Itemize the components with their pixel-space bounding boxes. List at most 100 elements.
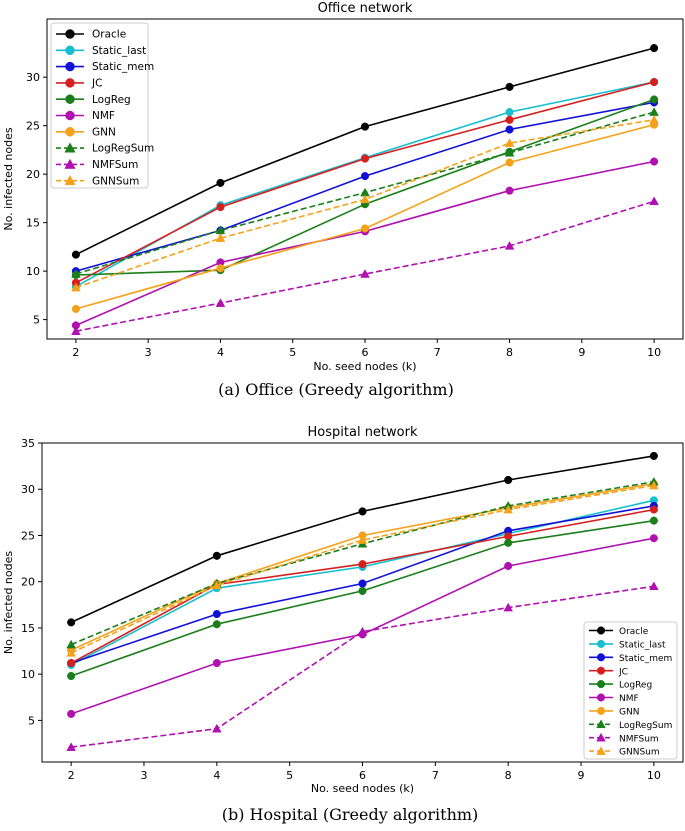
series-oracle — [71, 44, 659, 259]
series-nmfsum — [66, 581, 659, 751]
y-tick-label: 10 — [26, 265, 40, 278]
data-point-logregsum — [504, 147, 515, 157]
data-point-oracle — [71, 250, 80, 259]
data-point-gnnsum — [66, 648, 76, 657]
data-point-gnnsum — [212, 580, 222, 590]
x-tick-label: 9 — [578, 346, 585, 359]
data-point-nmf — [212, 659, 221, 668]
data-point-gnnsum — [503, 504, 513, 514]
series-line-static-last — [75, 81, 655, 288]
data-point-logreg — [649, 516, 658, 525]
x-tick-label: 4 — [217, 346, 224, 359]
data-point-nmfsum — [71, 326, 81, 335]
legend-marker-nmf — [596, 693, 606, 702]
data-point-nmfsum — [360, 269, 370, 278]
legend-marker-gnnsum — [596, 746, 606, 755]
data-point-oracle — [216, 178, 225, 187]
legend-label-oracle: Oracle — [619, 627, 649, 637]
data-point-nmf — [650, 157, 659, 166]
legend-label-static-mem: Static_mem — [92, 61, 154, 73]
data-point-static-mem — [358, 579, 367, 588]
legend-marker-gnn — [596, 706, 606, 715]
data-point-nmfsum — [649, 196, 659, 206]
x-tick-label: 7 — [434, 346, 441, 359]
data-point-gnnsum — [215, 233, 226, 242]
chart-panel-hospital-network: Hospital network 2 3 4 5 6 7 8 9 10 5 10 15 20 25 30 35 N… — [2, 425, 684, 824]
series-line-gnn — [75, 123, 655, 310]
series-logreg — [67, 516, 658, 681]
data-point-oracle — [360, 122, 370, 131]
legend-label-gnnsum: GNNSum — [619, 748, 660, 758]
data-point-nmfsum — [649, 581, 659, 591]
x-tick-label: 7 — [432, 769, 439, 782]
legend-label-static-mem: Static_mem — [619, 654, 672, 664]
series-line-nmfsum — [70, 585, 655, 748]
data-point-jc — [649, 505, 658, 514]
legend-marker-logreg — [596, 680, 606, 689]
x-tick-label: 10 — [647, 346, 661, 359]
y-tick-label: 5 — [28, 714, 35, 727]
legend-label-static-last: Static_last — [92, 45, 146, 57]
legend-label-nmf: NMF — [619, 694, 639, 704]
legend-label-logreg: LogReg — [92, 94, 131, 106]
legend-marker-gnn — [65, 127, 75, 137]
data-point-jc — [650, 77, 659, 87]
data-point-gnnsum — [649, 480, 659, 490]
data-point-oracle — [504, 475, 513, 485]
data-point-oracle — [212, 551, 221, 560]
y-axis-label: No. infected nodes — [2, 127, 15, 230]
x-tick-label: 6 — [362, 346, 369, 359]
legend: Oracle Static_last Static_mem JC LogReg NMF GN… — [50, 22, 154, 189]
chart-panel-office-network: Office network 2 3 4 5 6 7 8 9 10 5 10 15 20 25 30 No. s… — [2, 1, 684, 399]
series-static-last — [71, 77, 659, 291]
y-tick-label: 15 — [21, 622, 35, 635]
data-point-oracle — [650, 44, 659, 53]
legend-box — [50, 22, 149, 189]
legend-marker-jc — [65, 78, 75, 88]
series-line-oracle — [75, 47, 655, 256]
series-jc — [71, 77, 659, 287]
series-nmf — [71, 157, 659, 330]
chart-title: Office network — [318, 1, 413, 16]
data-point-gnnsum — [357, 535, 368, 544]
y-tick-label: 30 — [21, 483, 35, 496]
data-point-nmfsum — [357, 626, 368, 636]
data-point-gnnsum — [71, 282, 81, 292]
data-point-gnnsum — [504, 138, 515, 147]
data-point-static-mem — [505, 125, 514, 134]
y-tick-label: 25 — [21, 529, 35, 542]
legend-label-logreg: LogReg — [619, 681, 652, 691]
data-point-nmfsum — [66, 742, 76, 751]
legend-marker-logreg — [65, 94, 75, 104]
x-tick-label: 8 — [506, 346, 513, 359]
x-tick-label: 3 — [140, 769, 147, 782]
x-axis-label: No. seed nodes (k) — [313, 360, 416, 373]
legend-label-jc: JC — [91, 78, 102, 90]
data-point-gnn — [360, 224, 370, 233]
legend-marker-oracle — [65, 29, 75, 39]
data-point-static-mem — [212, 610, 221, 619]
data-point-gnn — [216, 264, 225, 273]
legend-marker-jc — [596, 666, 606, 675]
data-point-oracle — [358, 507, 367, 516]
legend-marker-oracle — [596, 626, 606, 635]
legend-label-static-last: Static_last — [619, 641, 666, 651]
x-tick-label: 10 — [647, 769, 661, 782]
legend-label-oracle: Oracle — [92, 29, 126, 41]
legend-label-logregsum: LogRegSum — [619, 721, 672, 731]
legend-marker-nmf — [65, 110, 75, 121]
data-point-logreg — [358, 586, 367, 595]
data-point-nmf — [504, 561, 513, 571]
data-point-nmfsum — [215, 298, 226, 307]
data-point-nmf — [67, 709, 76, 718]
data-point-logreg — [504, 538, 513, 547]
y-axis-label: No. infected nodes — [2, 551, 15, 654]
data-point-static-last — [505, 108, 514, 117]
y-tick-label: 20 — [26, 168, 40, 181]
data-point-oracle — [505, 82, 514, 91]
data-point-oracle — [649, 451, 658, 460]
data-point-nmf — [505, 186, 514, 195]
x-tick-label: 3 — [145, 346, 152, 359]
legend-marker-static-last — [65, 45, 75, 56]
